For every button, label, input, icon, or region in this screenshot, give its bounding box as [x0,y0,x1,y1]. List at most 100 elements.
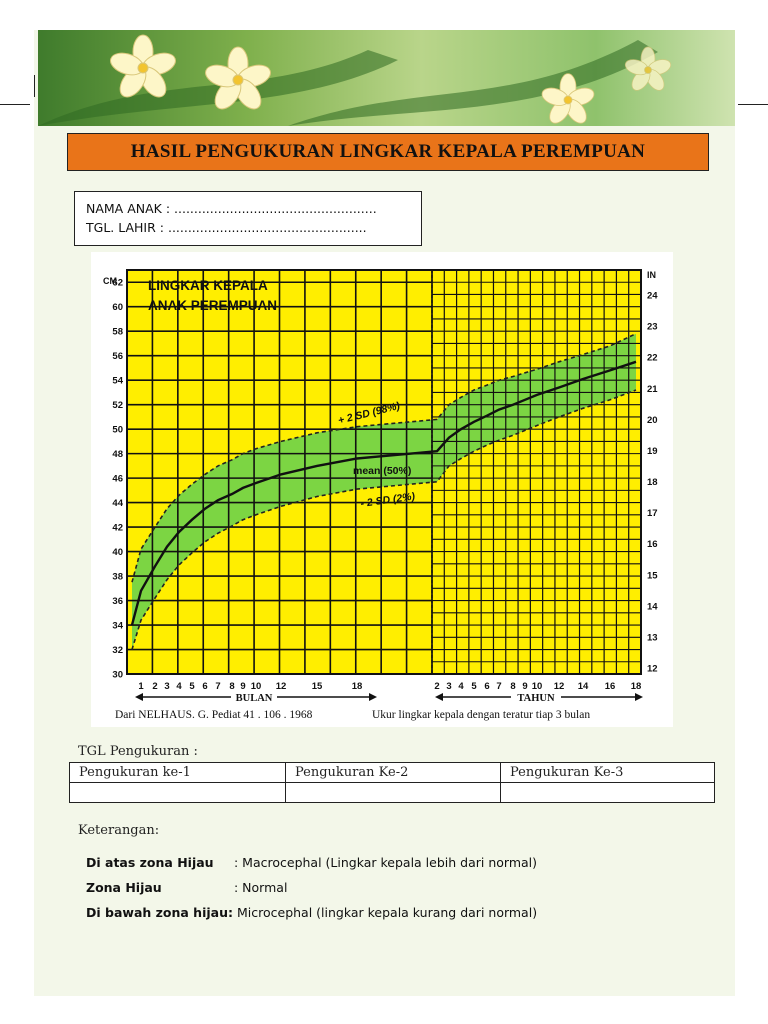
y-tick-label: 58 [112,327,123,338]
months-label-bg [231,690,277,704]
y-tick-label: 34 [112,621,123,632]
right-tick-label: 21 [647,384,658,395]
x-tick-label-months: 5 [189,681,195,692]
note-key: Di bawah zona hijau: [86,905,233,920]
x-tick-label-months: 2 [152,681,157,692]
right-tick-label: 13 [647,633,658,644]
x-tick-label-months: 1 [138,681,144,692]
y-tick-label: 62 [112,278,123,289]
months-arrow-right [369,693,377,701]
birth-date-line: TGL. LAHIR : ...........................… [86,220,367,235]
note-row-below: Di bawah zona hijau: Microcephal (lingkar… [86,905,537,920]
y-tick-label: 40 [112,547,123,558]
right-tick-label: 14 [647,601,658,612]
x-tick-label-months: 9 [240,681,245,692]
right-tick-label: 20 [647,415,658,426]
note-key: Di atas zona Hijau [86,855,214,870]
years-axis-label: TAHUN [517,693,555,704]
advice-caption: Ukur lingkar kepala dengan teratur tiap … [372,709,591,721]
title-banner: HASIL PENGUKURAN LINGKAR KEPALA PEREMPUA… [67,133,709,171]
measurement-cell-3[interactable] [500,782,715,803]
note-row-above: Di atas zona Hijau : Macrocephal (Lingkar… [86,855,537,870]
measurement-cell-2[interactable] [285,782,501,803]
table-header-row: Pengukuran ke-1 Pengukuran Ke-2 Pengukur… [69,762,715,783]
series-line-0 [131,332,637,583]
measurement-table: Pengukuran ke-1 Pengukuran Ke-2 Pengukur… [69,762,715,803]
head-circumference-chart: + 2 SD (98%) mean (50%) - 2 SD (2%) 30 32 34 3… [91,252,673,727]
x-tick-label-months: 8 [229,681,234,692]
x-tick-label-years: 7 [496,681,501,692]
x-tick-label-years: 8 [510,681,515,692]
right-unit-label: IN [647,270,656,280]
months-arrow-left [135,693,143,701]
source-caption: Dari NELHAUS. G. Pediat 41 . 106 . 1968 [115,709,313,721]
series-line-2 [131,389,637,650]
column-header-2: Pengukuran Ke-2 [285,762,501,783]
y-tick-label: 52 [112,400,123,411]
y-tick-label: 56 [112,351,123,362]
y-tick-label: 50 [112,425,123,436]
series-line-1 [130,360,637,626]
page-title: HASIL PENGUKURAN LINGKAR KEPALA PEREMPUA… [130,141,646,162]
normal-zone-band [132,333,636,650]
x-tick-label-years: 12 [554,681,565,692]
years-arrow-right [635,693,643,701]
notes-heading: Keterangan: [78,823,160,838]
chart-svg: + 2 SD (98%)mean (50%)- 2 SD (2%)3032343… [91,252,673,727]
x-tick-label-years: 10 [532,681,543,692]
right-tick-label: 15 [647,570,658,581]
x-tick-label-years: 3 [446,681,451,692]
note-row-green: Zona Hijau : Normal [86,880,287,895]
crop-mark [34,75,35,97]
y-tick-label: 42 [112,523,123,534]
x-tick-label-years: 18 [631,681,642,692]
x-tick-label-months: 18 [352,681,363,692]
y-tick-label: 48 [112,449,123,460]
x-tick-label-months: 3 [164,681,169,692]
y-tick-label: 36 [112,596,123,607]
chart-title-line: ANAK PEREMPUAN [148,298,277,313]
right-tick-label: 12 [647,664,658,675]
plot-border [126,269,642,675]
x-tick-label-years: 6 [484,681,489,692]
note-value: Microcephal (lingkar kepala kurang dari … [236,905,538,920]
right-tick-label: 19 [647,446,658,457]
x-tick-label-years: 9 [522,681,527,692]
table-row [69,782,715,803]
floral-banner [38,30,735,126]
note-key: Zona Hijau [86,880,162,895]
right-tick-label: 18 [647,477,658,488]
years-arrow-left [435,693,443,701]
series-label-1: mean (50%) [353,465,411,477]
y-tick-label: 60 [112,302,123,313]
right-tick-label: 17 [647,508,658,519]
measurement-date-label: TGL Pengukuran : [78,744,198,759]
x-tick-label-months: 7 [215,681,220,692]
y-tick-label: 46 [112,474,123,485]
x-tick-label-months: 10 [251,681,262,692]
right-tick-label: 16 [647,539,658,550]
y-tick-label: 30 [112,670,123,681]
child-name-line: NAMA ANAK : ............................… [86,201,377,216]
note-value: : Normal [234,880,288,895]
identity-box: NAMA ANAK : ............................… [74,191,422,246]
x-tick-label-months: 6 [202,681,207,692]
crop-mark [738,104,768,105]
right-tick-label: 24 [647,290,658,301]
right-tick-label: 22 [647,353,658,364]
x-tick-label-years: 5 [471,681,477,692]
x-tick-label-months: 15 [312,681,323,692]
right-tick-label: 23 [647,322,658,333]
y-tick-label: 32 [112,645,123,656]
y-tick-label: 44 [112,498,123,509]
x-tick-label-months: 4 [176,681,182,692]
x-tick-label-years: 14 [578,681,589,692]
y-tick-label: 38 [112,572,123,583]
left-unit-label: CM [103,276,117,286]
x-tick-label-years: 4 [458,681,464,692]
crop-mark [0,104,30,105]
column-header-1: Pengukuran ke-1 [69,762,286,783]
y-tick-label: 54 [112,376,123,387]
note-value: : Macrocephal (Lingkar kepala lebih dari… [234,855,538,870]
measurement-cell-1[interactable] [69,782,286,803]
